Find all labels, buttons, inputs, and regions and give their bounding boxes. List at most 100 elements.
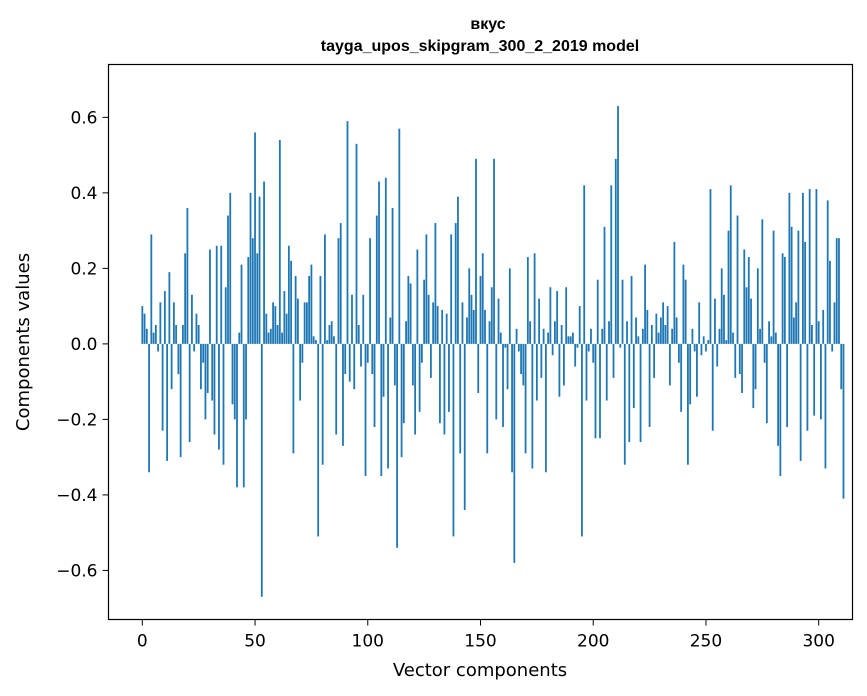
bar-54 [263,181,265,344]
bar-210 [614,158,617,344]
bar-139 [454,223,457,344]
bar-71 [301,343,304,363]
bar-68 [294,275,297,344]
bar-28 [204,343,207,420]
bar-167 [517,343,520,352]
bar-294 [804,241,807,344]
bar-91 [346,121,349,344]
bar-235 [671,328,674,344]
bar-257 [720,268,723,344]
bar-69 [296,298,299,344]
bar-9 [161,343,164,431]
bar-304 [826,200,829,344]
bar-120 [411,343,414,386]
bar-124 [420,343,423,363]
y-tick-label-0: 0.6 [70,108,97,128]
bar-196 [583,185,586,344]
bar-306 [831,343,834,352]
bar-84 [330,321,333,344]
bars-group [141,106,845,597]
bar-223 [644,264,646,344]
bar-255 [716,343,719,367]
bar-32 [213,343,216,435]
bar-129 [432,302,435,344]
bar-180 [547,332,550,344]
bar-278 [768,321,770,344]
bar-177 [540,343,543,378]
bar-60 [276,325,279,344]
bar-267 [743,249,746,344]
bar-140 [457,196,459,344]
bar-202 [596,279,599,344]
bar-192 [574,343,577,367]
bar-270 [750,298,752,344]
bar-55 [265,313,268,344]
bar-263 [734,343,737,378]
bar-203 [599,343,601,439]
bar-57 [269,328,272,344]
bar-266 [741,343,743,393]
bar-151 [481,253,484,344]
bar-127 [427,294,430,344]
bar-44 [240,264,243,344]
bar-310 [840,343,843,390]
bar-243 [689,343,692,405]
bar-5 [152,332,155,344]
bar-1 [143,313,146,344]
bar-31 [211,343,214,401]
bar-300 [817,321,820,344]
bar-88 [339,223,342,344]
bar-64 [285,313,288,344]
bar-76 [312,336,315,344]
bar-39 [229,192,232,344]
bar-113 [396,343,398,548]
bar-233 [666,306,669,344]
y-tick-label-3: 0.0 [70,335,97,355]
bar-7 [157,343,159,352]
bar-143 [463,343,466,511]
bar-287 [788,192,791,344]
bar-298 [813,343,816,416]
x-tick-label-200: 200 [577,632,609,652]
bar-59 [274,306,277,344]
bar-281 [774,332,777,344]
bar-225 [648,343,651,427]
bar-264 [736,215,739,344]
bar-175 [535,343,538,401]
bar-216 [628,343,631,443]
x-tick-label-150: 150 [464,632,496,652]
bar-293 [802,192,804,344]
bar-141 [459,343,462,454]
bar-65 [287,245,290,344]
bar-276 [763,343,766,363]
bar-81 [324,234,326,344]
bar-23 [193,343,196,352]
bar-16 [177,343,180,375]
bar-77 [315,340,317,344]
bar-286 [786,343,789,427]
bar-288 [790,226,793,344]
bar-145 [468,268,471,344]
bar-217 [630,275,633,344]
bar-249 [702,336,705,344]
bar-303 [824,343,827,469]
bar-51 [256,253,259,344]
chart-title: вкус [470,16,505,33]
bar-148 [475,158,477,344]
bar-220 [637,336,640,344]
chart-subtitle: tayga_upos_skipgram_300_2_2019 model [321,38,639,55]
bar-222 [641,328,644,344]
bar-279 [770,336,773,344]
bar-73 [306,302,308,344]
bar-6 [154,325,157,344]
bar-25 [197,325,200,344]
bar-241 [684,279,687,344]
bar-272 [754,343,757,390]
bar-48 [249,192,252,344]
bar-296 [808,189,811,344]
bar-134 [443,343,446,435]
bar-289 [792,317,795,344]
bar-311 [842,343,845,499]
bar-184 [556,291,559,344]
bar-63 [283,291,286,344]
